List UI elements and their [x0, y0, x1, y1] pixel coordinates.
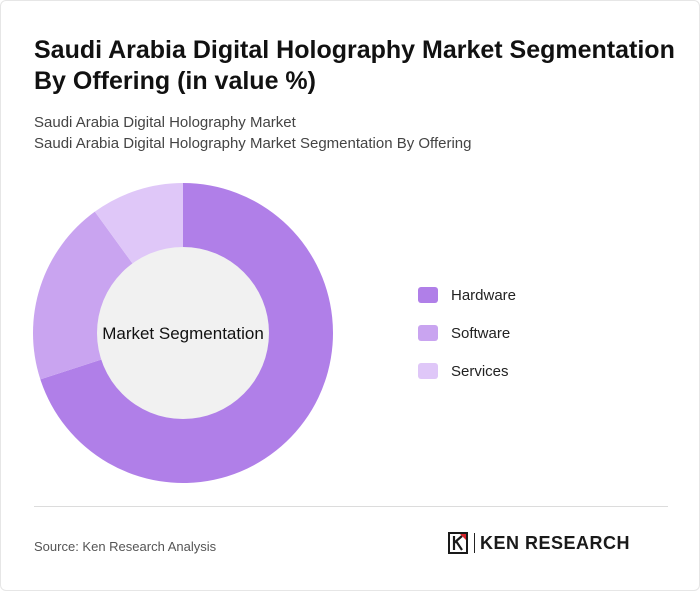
- legend-label-services: Services: [451, 362, 509, 380]
- chart-legend: Hardware Software Services: [418, 285, 516, 399]
- legend-item-services: Services: [418, 361, 516, 381]
- legend-label-hardware: Hardware: [451, 286, 517, 304]
- ken-research-logo: KEN RESEARCH: [448, 532, 630, 554]
- donut-hole: [97, 247, 269, 419]
- logo-text: KEN RESEARCH: [480, 532, 631, 553]
- source-note: Source: Ken Research Analysis: [34, 539, 217, 554]
- ken-research-logo-icon: [448, 532, 468, 554]
- donut-chart: Market Segmentation: [32, 183, 333, 483]
- chart-subtitle-market: Saudi Arabia Digital Holography Market: [34, 114, 296, 131]
- legend-item-software: Software: [418, 323, 516, 343]
- legend-item-hardware: Hardware: [418, 285, 516, 305]
- chart-subtitle-segmentation: Saudi Arabia Digital Holography Market S…: [34, 135, 472, 152]
- logo-separator: [474, 533, 475, 553]
- legend-swatch-hardware: [418, 287, 438, 303]
- legend-swatch-services: [418, 363, 438, 379]
- footer-divider: [34, 506, 668, 507]
- legend-label-software: Software: [451, 324, 511, 342]
- donut-center-label: Market Segmentation: [102, 324, 264, 343]
- chart-title: Saudi Arabia Digital Holography Market S…: [34, 36, 675, 95]
- legend-swatch-software: [418, 325, 438, 341]
